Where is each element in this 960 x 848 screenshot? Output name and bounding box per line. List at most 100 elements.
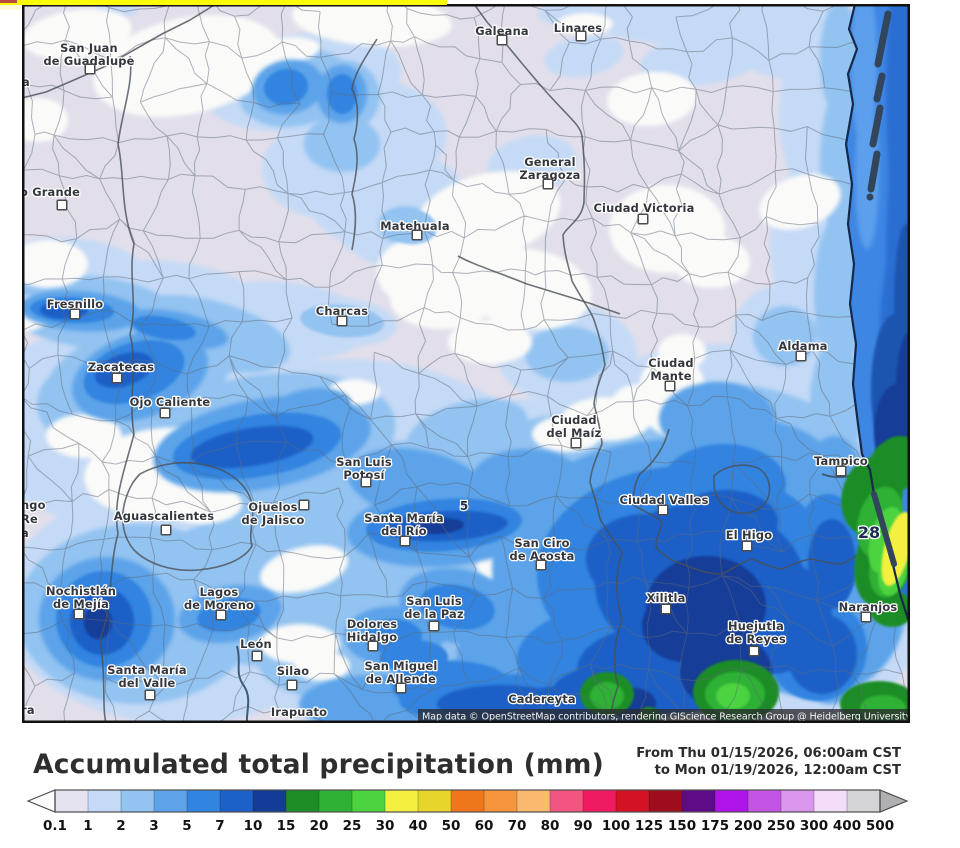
map-border <box>22 4 910 723</box>
city-label: Galeana <box>475 24 529 38</box>
town-marker <box>367 640 379 652</box>
legend-tick: 20 <box>309 818 329 834</box>
attribution-bar <box>418 709 910 723</box>
legend-ticks: 0.1 1 2 3 5 7 10 15 20 25 30 40 50 60 70 80 90 100 125 150 1… <box>0 818 960 838</box>
city-label: General Zaragoza <box>519 155 580 182</box>
state-boundaries <box>22 4 863 723</box>
legend-tick: 3 <box>149 818 159 834</box>
legend-tick: 10 <box>243 818 263 834</box>
legend-swatch <box>418 790 452 812</box>
town-marker <box>251 650 263 662</box>
legend-tick: 0.1 <box>43 818 67 834</box>
map-canvas[interactable]: San Juan de Guadalupe Galeana Linares Genera… <box>22 4 910 723</box>
town-marker <box>69 308 81 320</box>
city-label: El Higo <box>726 528 772 542</box>
legend-tick: 175 <box>700 818 730 834</box>
city-label: Irapuato <box>271 705 327 719</box>
city-label: Xilitla <box>647 591 686 605</box>
legend-tick: 250 <box>766 818 796 834</box>
city-label: Ciudad Mante <box>648 356 694 383</box>
town-marker <box>496 34 508 46</box>
legend-tick: 40 <box>408 818 428 834</box>
legend-swatch <box>352 790 386 812</box>
town-marker <box>286 679 298 691</box>
legend-tick: 80 <box>540 818 560 834</box>
legend-tick: 60 <box>474 818 494 834</box>
legend-tick: 15 <box>276 818 296 834</box>
city-label: Linares <box>554 21 603 35</box>
town-marker <box>660 603 672 615</box>
legend-swatch <box>682 790 716 812</box>
city-label: San Luis de la Paz <box>404 594 464 621</box>
town-marker <box>795 350 807 362</box>
city-label: San Ciro de Acosta <box>510 536 575 563</box>
town-marker <box>411 229 423 241</box>
legend-swatch <box>616 790 650 812</box>
town-marker <box>835 465 847 477</box>
town-marker <box>215 609 227 621</box>
city-label: Re <box>22 512 38 526</box>
municipal-boundaries <box>22 4 910 723</box>
town-marker <box>542 178 554 190</box>
legend-left-arrow <box>26 789 56 813</box>
city-label: Tampico <box>814 454 868 468</box>
town-marker <box>84 63 96 75</box>
highlight-strip-fade <box>0 4 21 10</box>
legend-swatch <box>154 790 188 812</box>
city-label: Fresnillo <box>47 297 104 311</box>
city-label: San Luis Potosí <box>336 455 392 482</box>
city-label: Aldama <box>778 339 827 353</box>
legend-tick: 5 <box>182 818 192 834</box>
city-label: Silao <box>277 664 310 678</box>
town-marker <box>428 620 440 632</box>
legend-tick: 400 <box>832 818 862 834</box>
legend-swatch <box>649 790 683 812</box>
city-label: Ojo Caliente <box>130 395 211 409</box>
legend-tick: 300 <box>799 818 829 834</box>
legend-tick: 500 <box>865 818 895 834</box>
town-marker <box>73 608 85 620</box>
town-marker <box>860 611 872 623</box>
legend-swatch <box>121 790 155 812</box>
legend-swatch <box>847 790 881 812</box>
legend-tick: 200 <box>733 818 763 834</box>
legend-swatch <box>550 790 584 812</box>
city-label: Dolores Hidalgo <box>347 617 398 644</box>
town-marker <box>144 689 156 701</box>
town-marker <box>56 199 68 211</box>
city-label: Lagos de Moreno <box>184 585 254 612</box>
legend-tick: 1 <box>83 818 93 834</box>
city-label: o Grande <box>22 185 80 199</box>
precip-green-25 <box>716 683 750 709</box>
town-marker <box>575 30 587 42</box>
value-label: 28 <box>858 523 880 542</box>
town-marker <box>399 535 411 547</box>
town-marker <box>637 213 649 225</box>
legend-swatch <box>286 790 320 812</box>
legend-period: From Thu 01/15/2026, 06:00am CST to Mon … <box>636 746 901 779</box>
city-labels: San Juan de Guadalupe Galeana Linares Genera… <box>22 20 898 721</box>
town-marker <box>657 504 669 516</box>
city-label: Santa María del Río <box>364 511 444 538</box>
city-label: Zacatecas <box>88 360 155 374</box>
legend-right-arrow <box>879 789 909 813</box>
city-label: San Miguel de Allende <box>364 659 437 686</box>
city-label: a <box>22 75 30 89</box>
legend-tick: 125 <box>634 818 664 834</box>
town-marker <box>535 559 547 571</box>
legend-swatch <box>748 790 782 812</box>
city-label: Ciudad Victoria <box>593 201 694 215</box>
legend-swatch <box>715 790 749 812</box>
city-label: a <box>22 526 29 540</box>
legend-swatch <box>385 790 419 812</box>
city-label: Aguascalientes <box>114 509 214 523</box>
legend-swatch <box>451 790 485 812</box>
town-marker <box>159 407 171 419</box>
legend-period-to: to Mon 01/19/2026, 12:00am CST <box>654 762 901 778</box>
city-label: Charcas <box>316 304 368 318</box>
legend-tick: 25 <box>342 818 362 834</box>
legend-bar-outline <box>54 789 881 813</box>
highlight-strip-accent <box>0 0 17 3</box>
legend-swatch <box>814 790 848 812</box>
town-marker <box>298 499 310 511</box>
